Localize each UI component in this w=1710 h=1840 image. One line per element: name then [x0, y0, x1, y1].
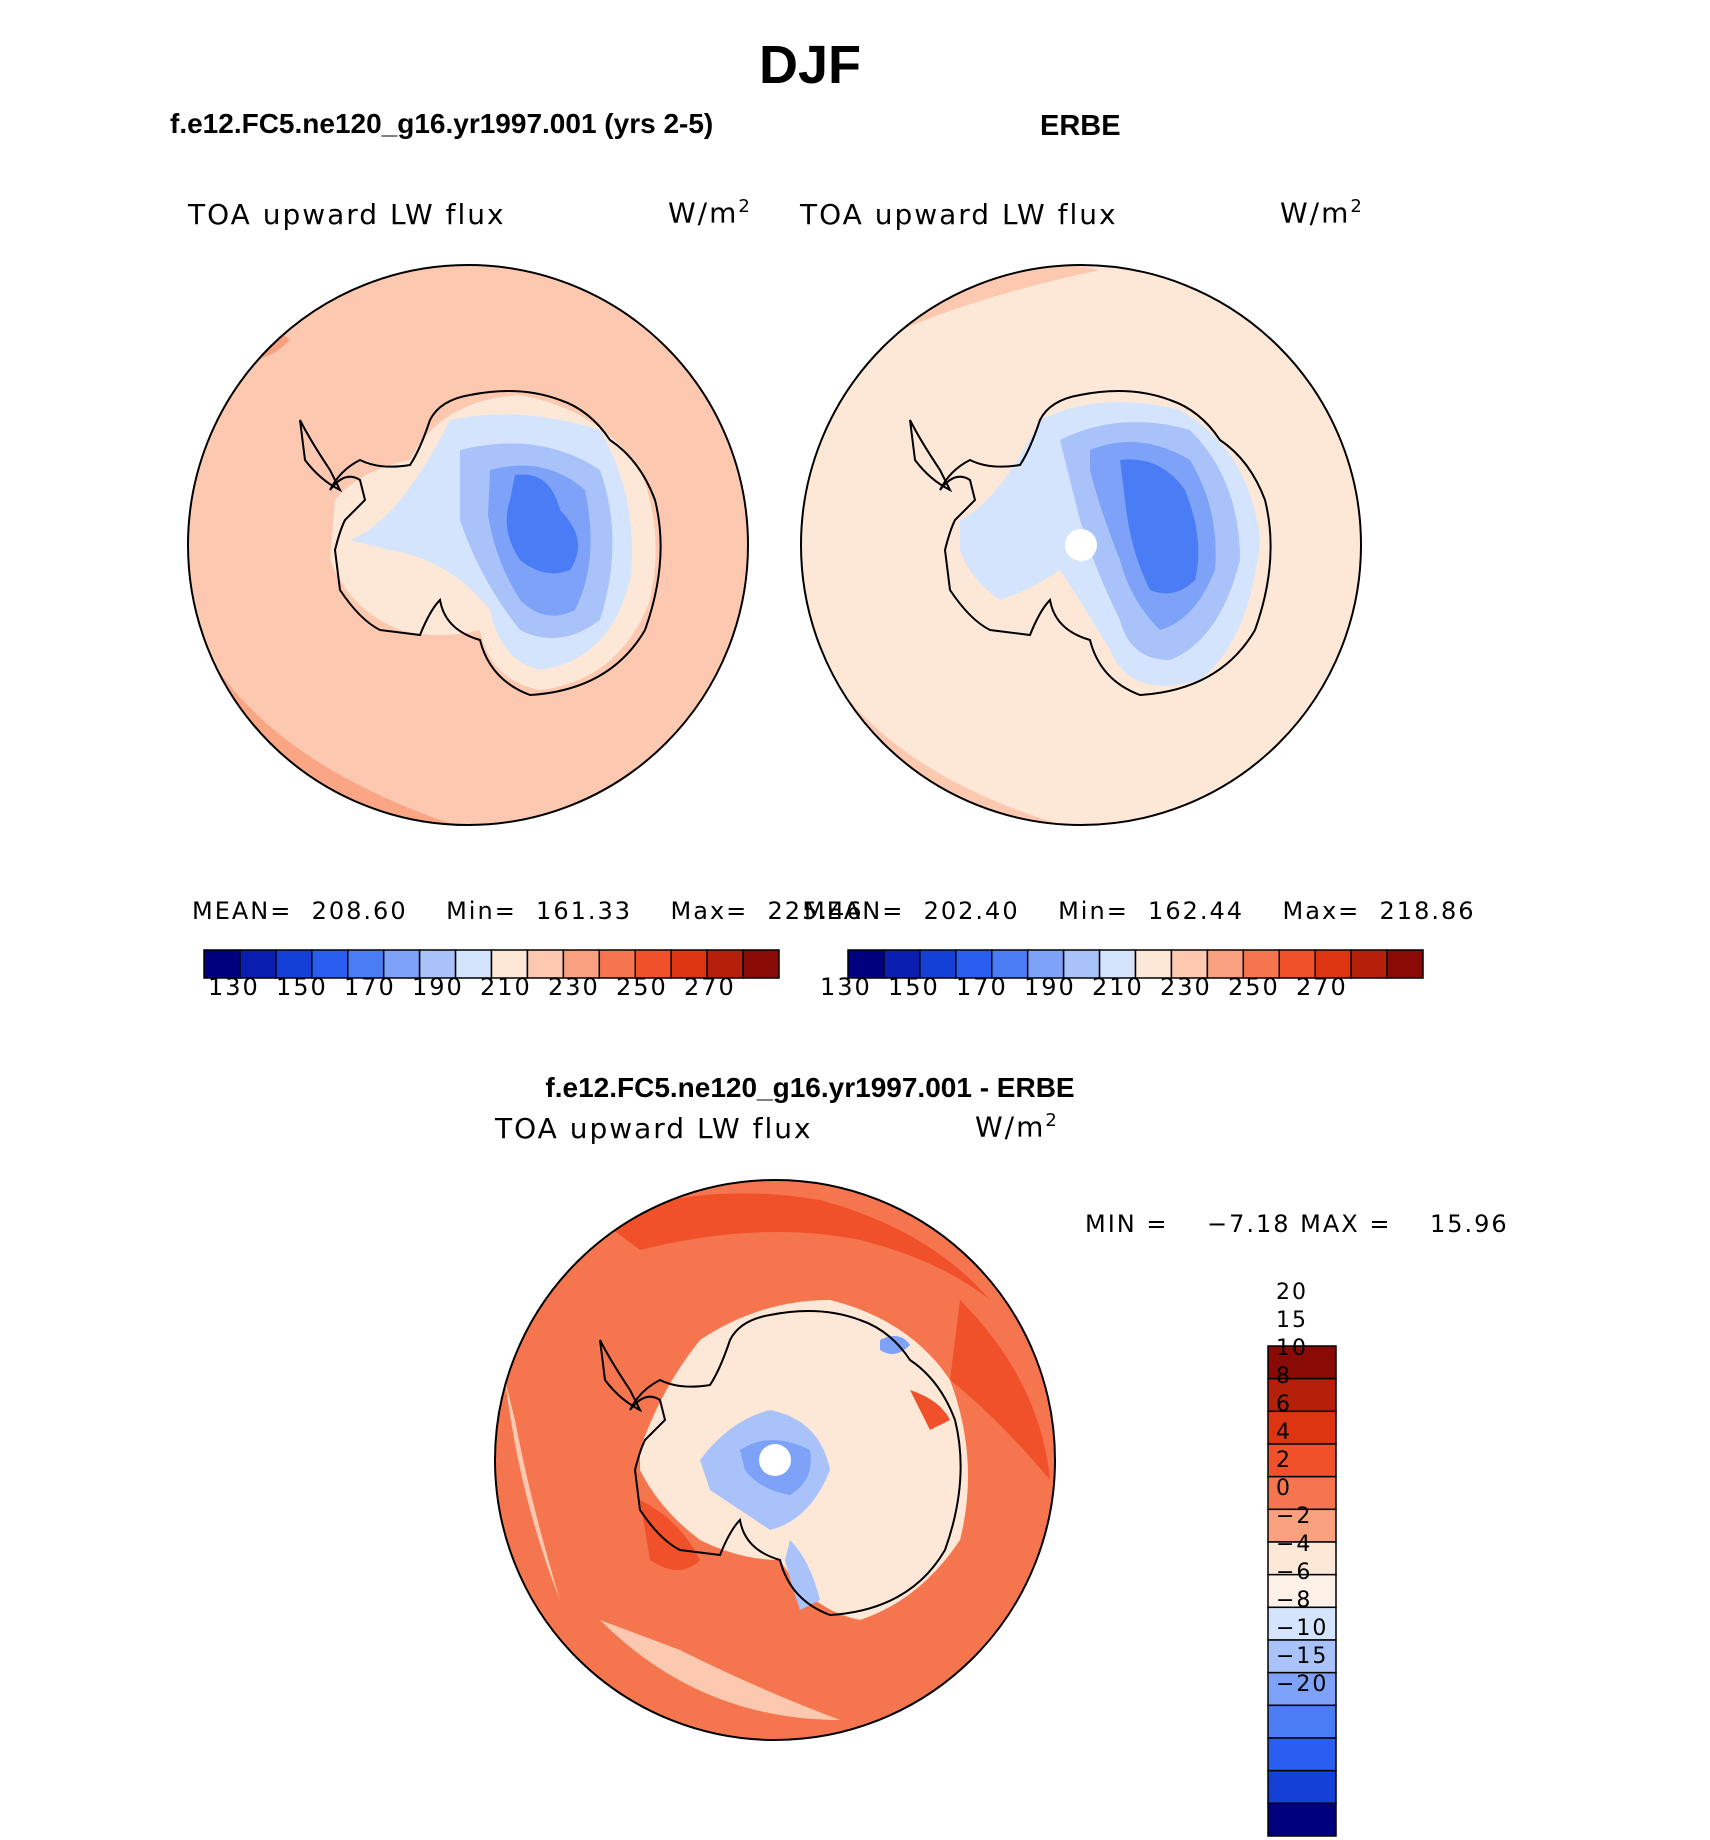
diff-heading: f.e12.FC5.ne120_g16.yr1997.001 - ERBE [545, 1072, 1075, 1103]
colorbar-swatch [991, 949, 1029, 979]
cb1-label: 170 [344, 973, 396, 1001]
colorbar-swatch [1267, 1508, 1337, 1543]
cb1-label: 130 [208, 973, 260, 1001]
panel-1-stats: MEAN= 208.60 Min= 161.33 Max= 225.46 [192, 897, 864, 925]
colorbar-swatch [490, 949, 529, 979]
colorbar-swatch [1267, 1769, 1337, 1805]
colorbar-swatch [1134, 949, 1173, 979]
cb2-label: 230 [1160, 973, 1212, 1001]
colorbar-swatch [1267, 1410, 1337, 1445]
cb2-label: 150 [888, 973, 940, 1001]
colorbar-swatch [919, 949, 957, 979]
cb2-label: 130 [820, 973, 872, 1001]
colorbar-swatch [1267, 1475, 1337, 1511]
colorbar-swatch [1267, 1573, 1337, 1609]
cb2-label: 270 [1296, 973, 1348, 1001]
colorbar-swatch [1267, 1606, 1337, 1641]
cb1-label: 250 [616, 973, 668, 1001]
cb3-label: −6 [1276, 1560, 1313, 1585]
colorbar-swatch [742, 949, 780, 979]
cb1-label: 190 [412, 973, 464, 1001]
colorbar-swatch [454, 949, 493, 979]
colorbar-swatch [1242, 949, 1280, 979]
colorbar-swatch [347, 949, 385, 979]
colorbar-swatch [955, 949, 993, 979]
panel-1-units: W/m2 [668, 196, 752, 229]
colorbar-swatch [1267, 1671, 1337, 1707]
cb3-label: −20 [1276, 1672, 1329, 1697]
panel-2-map [801, 265, 1361, 825]
colorbar-swatch [1350, 949, 1388, 979]
cb3-label: −8 [1276, 1588, 1313, 1613]
cb3-label: 8 [1276, 1364, 1292, 1389]
panel-1-colorbar [203, 949, 780, 979]
colorbar-swatch [239, 949, 277, 979]
colorbar-swatch [1267, 1737, 1337, 1772]
colorbar-swatch [1267, 1345, 1337, 1380]
panel-1-units-exp: 2 [738, 196, 752, 217]
cb1-label: 150 [276, 973, 328, 1001]
panel-1-variable: TOA upward LW flux [188, 198, 506, 231]
panel-1-units-text: W/m [668, 196, 739, 230]
colorbar-swatch [670, 949, 708, 979]
cb3-label: −2 [1276, 1504, 1313, 1529]
cb2-label: 210 [1092, 973, 1144, 1001]
cb2-label: 170 [956, 973, 1008, 1001]
page-title: DJF [758, 35, 861, 95]
panel-1-heading: f.e12.FC5.ne120_g16.yr1997.001 (yrs 2-5) [170, 108, 714, 139]
diff-map [495, 1180, 1055, 1740]
diff-colorbar-labels: 20 15 10 8 6 4 2 0 −2 −4 −6 −8 −10 −15 −… [1270, 1280, 1370, 1720]
colorbar-swatch [1267, 1802, 1337, 1837]
colorbar-swatch [1278, 949, 1316, 979]
colorbar-swatch [1062, 949, 1101, 979]
panel-2-variable: TOA upward LW flux [800, 198, 1118, 231]
panel-2-map-border [800, 264, 1362, 826]
cb3-label: −4 [1276, 1532, 1313, 1557]
diff-variable: TOA upward LW flux [495, 1112, 813, 1145]
colorbar-swatch [382, 949, 421, 979]
cb1-label: 210 [480, 973, 532, 1001]
diff-map-border [494, 1179, 1056, 1741]
panel-2-units-exp: 2 [1350, 196, 1364, 217]
colorbar-swatch [634, 949, 672, 979]
colorbar-swatch [562, 949, 601, 979]
cb3-label: 4 [1276, 1420, 1292, 1445]
colorbar-swatch [1267, 1443, 1337, 1478]
panel-2-heading: ERBE [1040, 110, 1121, 142]
cb3-label: 20 [1276, 1280, 1308, 1305]
diff-units-exp: 2 [1045, 1110, 1059, 1131]
colorbar-swatch [1267, 1704, 1337, 1739]
cb3-label: 2 [1276, 1448, 1292, 1473]
cb2-label: 250 [1228, 973, 1280, 1001]
panel-1-map [188, 265, 748, 825]
panel-2-units: W/m2 [1280, 196, 1364, 229]
colorbar-swatch [598, 949, 636, 979]
colorbar-swatch [275, 949, 313, 979]
panel-2-stats: MEAN= 202.40 Min= 162.44 Max= 218.86 [804, 897, 1476, 925]
cb3-label: 0 [1276, 1476, 1292, 1501]
colorbar-swatch [1206, 949, 1245, 979]
cb3-label: 15 [1276, 1308, 1308, 1333]
panel-2-colorbar-labels: 130 150 170 190 210 230 250 270 [808, 973, 1368, 1003]
cb2-label: 190 [1024, 973, 1076, 1001]
cb3-label: −15 [1276, 1644, 1329, 1669]
diff-colorbar [1267, 1345, 1337, 1837]
colorbar-swatch [1170, 949, 1209, 979]
colorbar-swatch [1267, 1639, 1337, 1674]
panel-2-colorbar [847, 949, 1424, 979]
panel-2-units-text: W/m [1280, 196, 1351, 230]
panel-1-map-border [187, 264, 749, 826]
cb3-label: 6 [1276, 1392, 1292, 1417]
cb1-label: 230 [548, 973, 600, 1001]
colorbar-swatch [1386, 949, 1424, 979]
diff-units: W/m2 [975, 1110, 1059, 1143]
diff-minmax: MIN = −7.18 MAX = 15.96 [1085, 1210, 1509, 1238]
colorbar-swatch [1026, 949, 1065, 979]
diff-units-text: W/m [975, 1110, 1046, 1144]
cb3-label: 10 [1276, 1336, 1308, 1361]
cb1-label: 270 [684, 973, 736, 1001]
cb3-label: −10 [1276, 1616, 1329, 1641]
panel-1-colorbar-labels: 130 150 170 190 210 230 250 270 [196, 973, 756, 1003]
